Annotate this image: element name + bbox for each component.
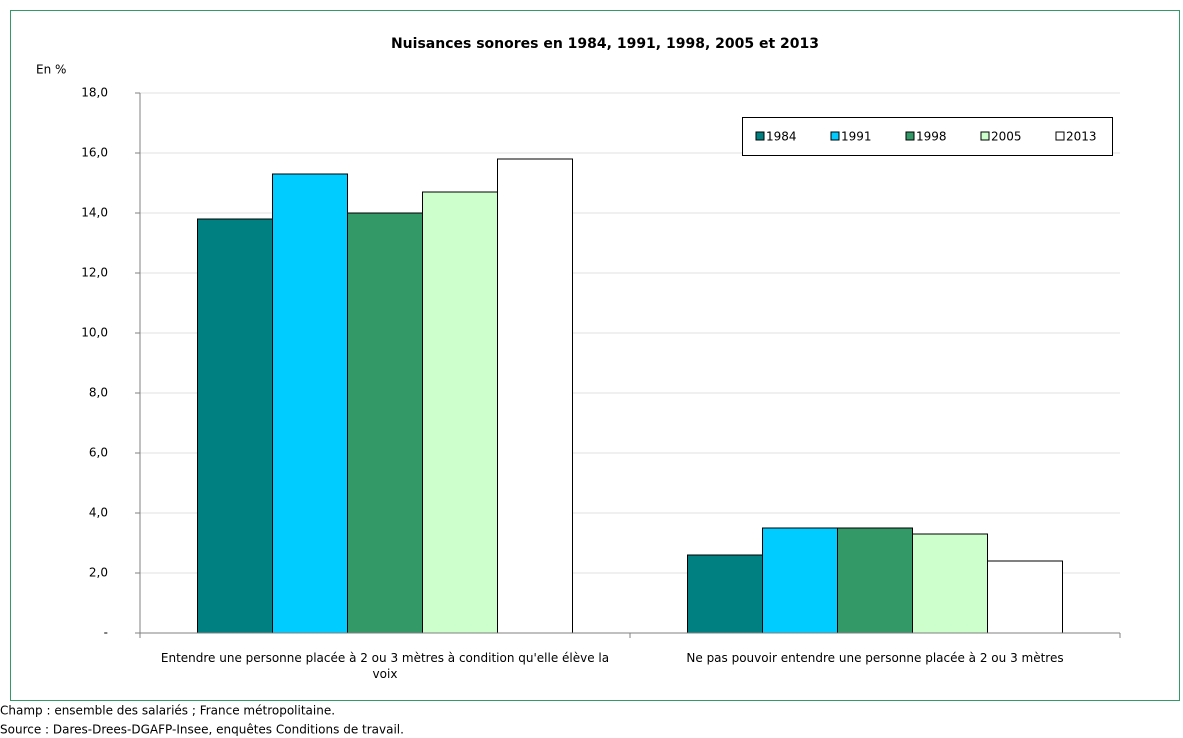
y-tick-label: 4,0 bbox=[89, 506, 108, 520]
bar bbox=[762, 527, 838, 634]
legend-label: 1991 bbox=[841, 130, 872, 144]
legend-label: 2013 bbox=[1066, 130, 1097, 144]
legend-label: 1998 bbox=[916, 130, 947, 144]
y-tick-label: 6,0 bbox=[89, 446, 108, 460]
note: Champ : ensemble des salariés ; France m… bbox=[0, 704, 335, 718]
legend-swatch bbox=[755, 131, 765, 141]
bar bbox=[837, 527, 913, 634]
y-tick-label: 12,0 bbox=[81, 266, 108, 280]
bar bbox=[497, 158, 573, 634]
x-tick-label-line: Entendre une personne placée à 2 ou 3 mè… bbox=[161, 651, 609, 665]
bar bbox=[197, 218, 273, 634]
legend-label: 1984 bbox=[766, 130, 797, 144]
bar bbox=[347, 212, 423, 634]
y-axis-label: En % bbox=[36, 63, 66, 77]
y-tick-label: 14,0 bbox=[81, 206, 108, 220]
y-tick-label: 8,0 bbox=[89, 386, 108, 400]
bar bbox=[912, 533, 988, 634]
legend-swatch bbox=[830, 131, 840, 141]
x-tick-label-line: Ne pas pouvoir entendre une personne pla… bbox=[686, 651, 1063, 665]
legend-swatch bbox=[905, 131, 915, 141]
chart-title: Nuisances sonores en 1984, 1991, 1998, 2… bbox=[391, 36, 819, 52]
y-tick-label: 18,0 bbox=[81, 86, 108, 100]
y-tick-label: - bbox=[104, 626, 108, 640]
legend-swatch bbox=[1055, 131, 1065, 141]
y-tick-label: 16,0 bbox=[81, 146, 108, 160]
x-tick-label: Ne pas pouvoir entendre une personne pla… bbox=[686, 651, 1063, 665]
y-tick-label: 10,0 bbox=[81, 326, 108, 340]
note: Source : Dares-Drees-DGAFP-Insee, enquêt… bbox=[0, 723, 404, 737]
bar bbox=[987, 560, 1063, 634]
bar bbox=[272, 173, 348, 634]
bar bbox=[422, 191, 498, 634]
x-tick-label-line: voix bbox=[373, 667, 398, 681]
x-tick-label: Entendre une personne placée à 2 ou 3 mè… bbox=[161, 651, 609, 681]
legend-swatch bbox=[980, 131, 990, 141]
y-tick-label: 2,0 bbox=[89, 566, 108, 580]
legend-label: 2005 bbox=[991, 130, 1022, 144]
legend-box bbox=[742, 117, 1113, 156]
bar bbox=[687, 554, 763, 634]
